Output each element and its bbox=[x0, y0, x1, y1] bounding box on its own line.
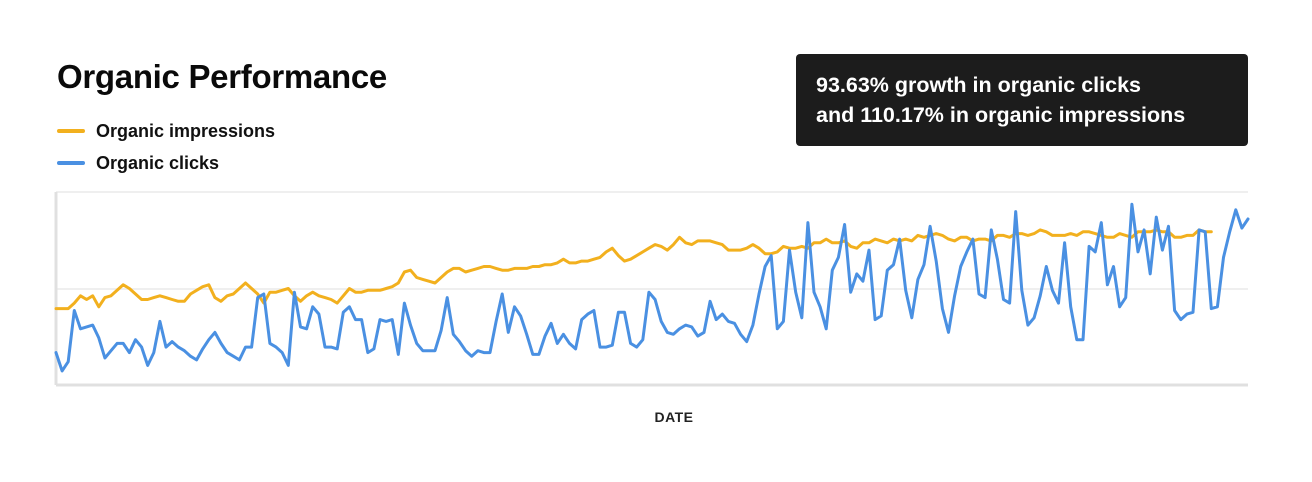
legend-swatch-clicks bbox=[57, 161, 85, 165]
legend-label-impressions: Organic impressions bbox=[96, 120, 276, 141]
x-axis-label: DATE bbox=[654, 409, 694, 425]
callout-line-1: 93.63% growth in organic clicks bbox=[816, 73, 1141, 97]
legend-item-impressions: Organic impressions bbox=[57, 115, 275, 147]
legend-swatch-impressions bbox=[57, 129, 85, 133]
chart-legend: Organic impressions Organic clicks bbox=[57, 115, 275, 179]
series-line-clicks bbox=[54, 202, 1250, 373]
legend-item-clicks: Organic clicks bbox=[57, 147, 275, 179]
chart-title: Organic Performance bbox=[57, 58, 387, 95]
growth-callout: 93.63% growth in organic clicks and 110.… bbox=[796, 54, 1248, 146]
legend-label-clicks: Organic clicks bbox=[96, 152, 220, 173]
callout-line-2: and 110.17% in organic impressions bbox=[816, 103, 1186, 127]
series-layer bbox=[54, 202, 1250, 373]
series-line-impressions bbox=[54, 228, 1213, 311]
